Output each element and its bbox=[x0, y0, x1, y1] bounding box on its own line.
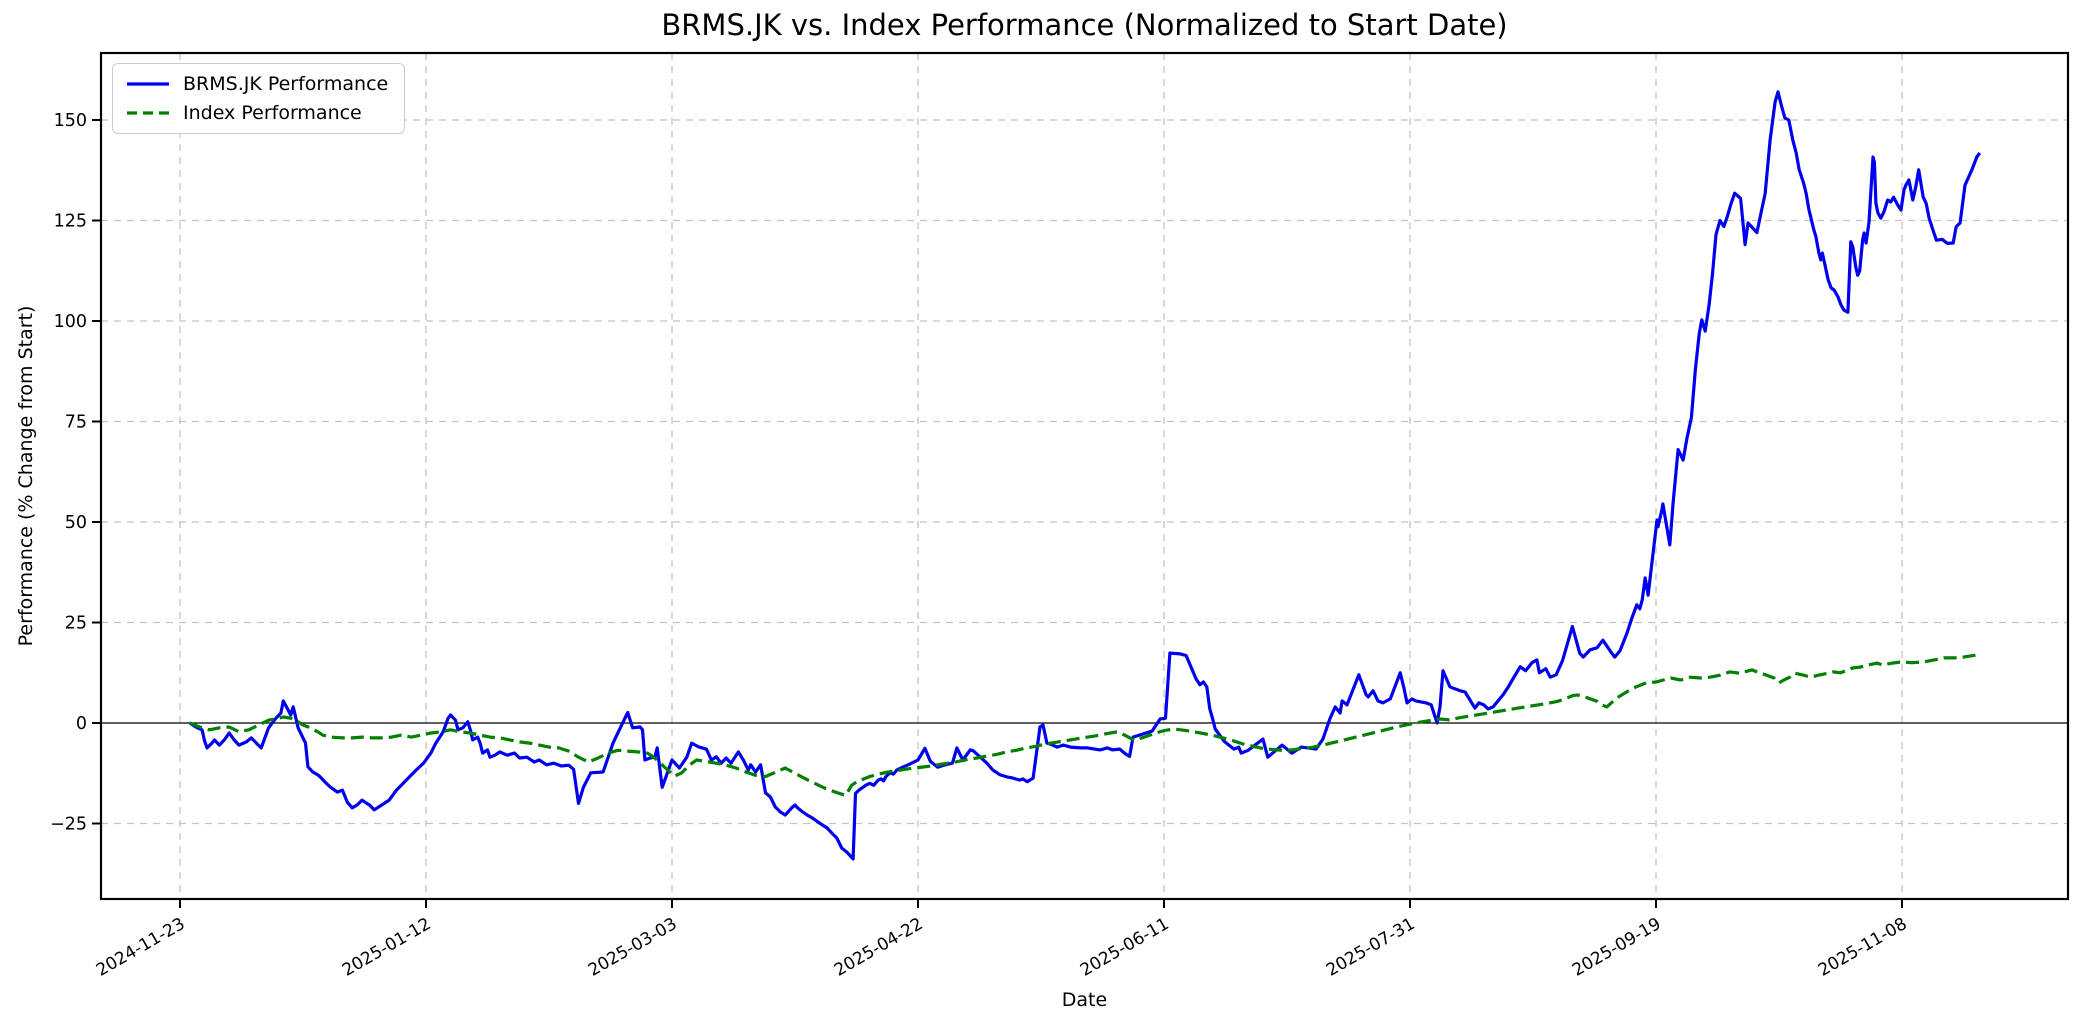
legend: BRMS.JK Performance Index Performance bbox=[112, 63, 406, 134]
x-axis-label: Date bbox=[1061, 989, 1108, 1011]
svg-text:2025-04-22: 2025-04-22 bbox=[831, 914, 927, 981]
svg-text:2024-11-23: 2024-11-23 bbox=[93, 914, 189, 981]
svg-text:2025-03-03: 2025-03-03 bbox=[585, 914, 681, 981]
svg-text:2025-07-31: 2025-07-31 bbox=[1323, 914, 1419, 981]
legend-label-index: Index Performance bbox=[183, 102, 362, 124]
svg-text:2025-06-11: 2025-06-11 bbox=[1077, 914, 1173, 981]
svg-text:50: 50 bbox=[65, 513, 87, 533]
svg-text:−25: −25 bbox=[50, 815, 87, 835]
svg-text:2025-11-08: 2025-11-08 bbox=[1815, 914, 1911, 981]
svg-text:100: 100 bbox=[54, 312, 87, 332]
legend-dashed-line-icon bbox=[127, 111, 169, 115]
svg-text:150: 150 bbox=[54, 111, 87, 131]
legend-label-brms: BRMS.JK Performance bbox=[183, 73, 389, 95]
svg-text:2025-09-19: 2025-09-19 bbox=[1569, 914, 1665, 981]
svg-text:25: 25 bbox=[65, 614, 87, 634]
legend-item-brms: BRMS.JK Performance bbox=[125, 73, 388, 95]
svg-text:75: 75 bbox=[65, 413, 87, 433]
legend-item-index: Index Performance bbox=[125, 102, 388, 124]
legend-solid-line-icon bbox=[127, 82, 169, 86]
svg-text:0: 0 bbox=[76, 714, 87, 734]
svg-text:2025-01-12: 2025-01-12 bbox=[339, 914, 435, 981]
chart-title: BRMS.JK vs. Index Performance (Normalize… bbox=[661, 8, 1508, 42]
svg-text:125: 125 bbox=[54, 212, 87, 232]
